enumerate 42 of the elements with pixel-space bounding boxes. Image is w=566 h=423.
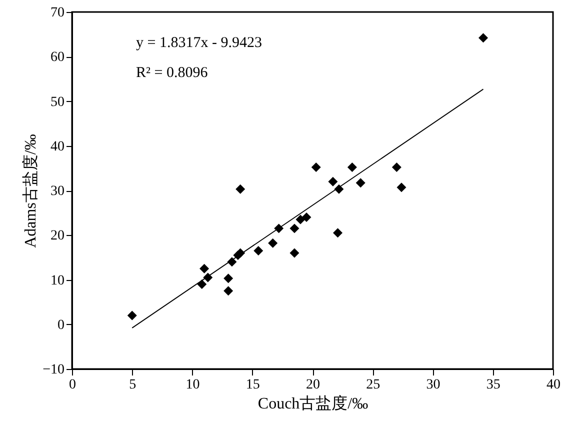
y-tick-label: −10 — [42, 362, 64, 378]
point — [396, 182, 406, 192]
point — [224, 274, 234, 284]
point — [328, 176, 338, 186]
point — [200, 264, 210, 274]
point — [392, 162, 402, 172]
point — [197, 279, 207, 289]
point — [268, 238, 278, 248]
annotation: y = 1.8317x - 9.9423 — [136, 35, 262, 51]
y-tick-label: 70 — [50, 6, 64, 20]
y-axis-title: Adams古盐度/‰ — [22, 134, 40, 248]
point — [254, 246, 264, 256]
x-tick-label: 30 — [426, 378, 440, 392]
x-tick-label: 25 — [366, 378, 380, 392]
y-tick-label: 50 — [50, 94, 64, 110]
y-tick-label: 20 — [50, 228, 64, 244]
point — [356, 178, 366, 188]
x-tick-label: 5 — [129, 378, 136, 392]
point — [224, 286, 234, 296]
y-tick-label: 0 — [58, 318, 64, 333]
x-tick-label: 35 — [486, 378, 500, 392]
point — [347, 162, 357, 172]
y-tick-label: 30 — [50, 184, 64, 199]
x-tick-label: 10 — [186, 378, 200, 392]
x-tick-label: 20 — [306, 378, 320, 392]
point — [302, 212, 312, 222]
y-tick-label: 60 — [50, 50, 64, 66]
y-tick-label: 10 — [50, 273, 64, 288]
x-tick-label: 15 — [246, 378, 260, 392]
point — [127, 310, 137, 320]
annotation: R² = 0.8096 — [136, 65, 208, 81]
point — [296, 214, 306, 224]
point — [290, 224, 300, 234]
point — [236, 184, 246, 194]
x-axis-title: Couch古盐度/‰ — [258, 394, 368, 412]
point — [311, 162, 321, 172]
x-tick-label: 40 — [546, 378, 560, 392]
point — [290, 248, 300, 258]
x-tick-label: 0 — [69, 378, 76, 392]
y-tick-label: 40 — [50, 139, 64, 154]
point — [333, 228, 342, 238]
point — [478, 33, 488, 43]
